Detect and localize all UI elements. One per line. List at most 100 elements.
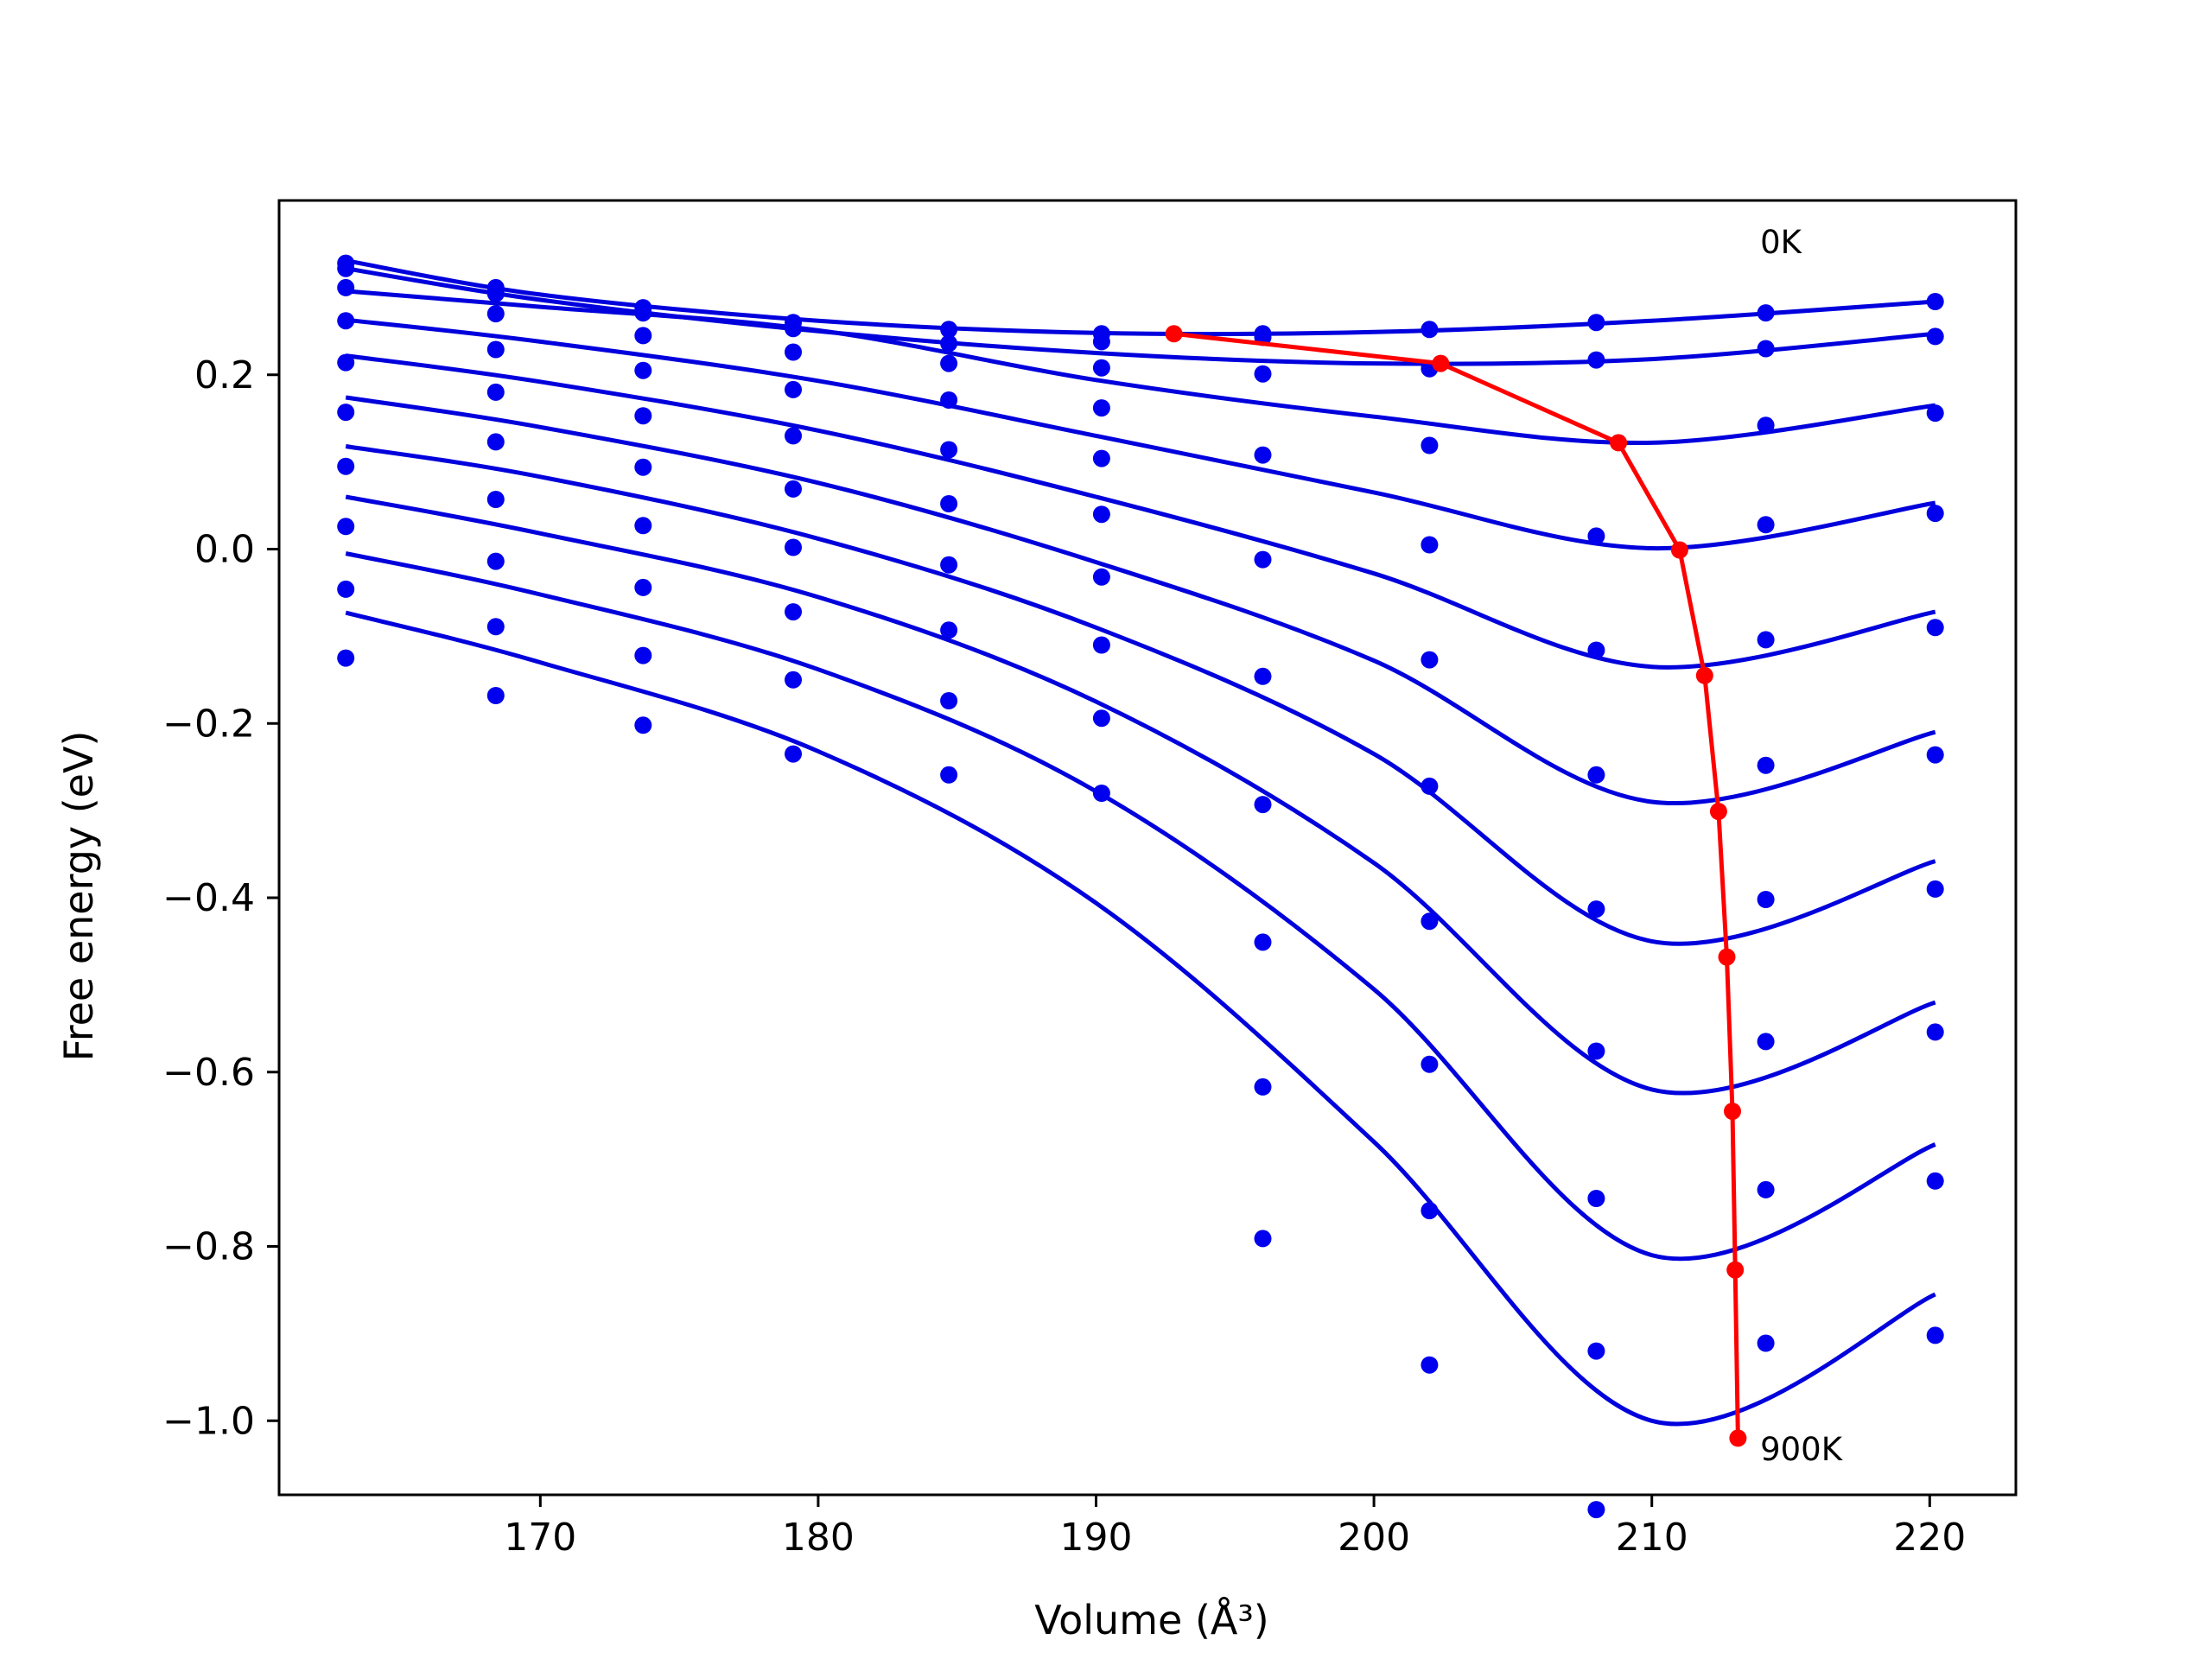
data-point bbox=[1926, 1172, 1944, 1190]
data-point bbox=[940, 354, 958, 372]
data-point bbox=[1757, 1334, 1775, 1352]
y-axis-label: Free energy (eV) bbox=[55, 731, 102, 1062]
data-point bbox=[1421, 1055, 1439, 1073]
x-tick-label: 200 bbox=[1338, 1516, 1410, 1560]
data-point bbox=[1254, 365, 1272, 383]
data-point bbox=[337, 353, 355, 372]
data-point bbox=[337, 580, 355, 598]
data-point bbox=[785, 380, 802, 398]
y-tick-label: 0.2 bbox=[194, 353, 255, 397]
data-point bbox=[1421, 912, 1439, 931]
x-tick-label: 210 bbox=[1616, 1516, 1688, 1560]
y-tick-label: −1.0 bbox=[162, 1399, 255, 1443]
fit-curve-1 bbox=[345, 266, 1936, 366]
data-point bbox=[1926, 1326, 1944, 1344]
data-point bbox=[1092, 359, 1110, 377]
data-point bbox=[1421, 321, 1439, 339]
minimum-point bbox=[1724, 1103, 1741, 1121]
data-point bbox=[1587, 1190, 1605, 1207]
data-point bbox=[1092, 399, 1110, 417]
data-point bbox=[940, 334, 958, 353]
minimum-point bbox=[1695, 666, 1713, 684]
data-point bbox=[486, 433, 505, 451]
data-point bbox=[1092, 333, 1110, 351]
data-point bbox=[940, 621, 958, 639]
y-tick-label: −0.8 bbox=[162, 1225, 255, 1269]
data-point bbox=[634, 407, 652, 425]
data-point bbox=[1421, 1356, 1439, 1374]
data-point bbox=[1757, 416, 1775, 435]
data-point bbox=[1587, 641, 1605, 659]
data-point bbox=[1757, 516, 1775, 534]
data-point bbox=[1092, 709, 1110, 728]
data-point bbox=[1254, 796, 1272, 814]
data-point bbox=[1254, 550, 1272, 569]
data-point bbox=[337, 312, 355, 330]
data-point bbox=[1926, 293, 1944, 310]
data-point bbox=[1587, 1342, 1605, 1360]
fit-curve-7 bbox=[345, 494, 1936, 1096]
data-point bbox=[940, 556, 958, 574]
data-point bbox=[1421, 436, 1439, 454]
data-point bbox=[785, 603, 802, 621]
x-tick-label: 180 bbox=[782, 1516, 855, 1560]
data-point bbox=[940, 441, 958, 459]
data-point bbox=[1926, 880, 1944, 898]
fit-curve-6 bbox=[345, 444, 1936, 946]
fit-curve-2 bbox=[346, 289, 1936, 446]
data-point bbox=[1421, 651, 1439, 669]
data-point bbox=[1926, 746, 1944, 764]
data-point bbox=[785, 745, 802, 763]
y-tick-label: 0.0 bbox=[194, 528, 255, 572]
data-point bbox=[1092, 505, 1110, 524]
data-point bbox=[785, 343, 802, 361]
data-point bbox=[1757, 891, 1775, 908]
data-point bbox=[1587, 1501, 1605, 1519]
data-point bbox=[1092, 568, 1110, 586]
data-point bbox=[940, 391, 958, 409]
data-point bbox=[1421, 1202, 1439, 1220]
fit-curve-4 bbox=[345, 353, 1936, 670]
data-point bbox=[1587, 1042, 1605, 1060]
data-point bbox=[1926, 404, 1944, 423]
data-point bbox=[1757, 1033, 1775, 1051]
axes-layer: 170 180 190 200 210 220 0.2 0.0 −0.2 −0.4 −0.6 −0.8… bbox=[162, 199, 2018, 1560]
data-point bbox=[634, 327, 652, 345]
data-point bbox=[1926, 327, 1944, 346]
data-point bbox=[1421, 536, 1439, 554]
data-point bbox=[486, 284, 505, 302]
data-point bbox=[785, 320, 802, 338]
data-point bbox=[1254, 1077, 1272, 1096]
data-point bbox=[1421, 777, 1439, 795]
fit-curve-8 bbox=[345, 551, 1936, 1262]
minimum-point bbox=[1726, 1261, 1745, 1279]
data-point bbox=[486, 340, 505, 359]
data-point bbox=[486, 383, 505, 401]
data-point bbox=[1926, 619, 1944, 637]
data-point bbox=[940, 495, 958, 512]
data-point bbox=[634, 578, 652, 596]
data-point bbox=[1254, 446, 1272, 464]
data-point bbox=[1587, 900, 1605, 918]
minimum-point bbox=[1670, 541, 1688, 559]
data-point bbox=[486, 305, 505, 323]
fit-curve-3 bbox=[345, 317, 1936, 551]
data-point bbox=[1254, 933, 1272, 951]
data-point bbox=[337, 649, 355, 667]
x-tick-label: 190 bbox=[1060, 1516, 1133, 1560]
data-point bbox=[337, 404, 355, 422]
fit-curve-9 bbox=[345, 610, 1936, 1427]
data-point bbox=[337, 259, 355, 277]
data-point bbox=[634, 517, 652, 535]
minimum-point bbox=[1610, 434, 1628, 452]
data-point bbox=[1587, 766, 1605, 784]
data-point bbox=[486, 552, 505, 570]
data-point bbox=[785, 671, 802, 689]
data-point bbox=[634, 304, 652, 322]
fit-curve-5 bbox=[345, 395, 1936, 805]
data-point bbox=[1587, 314, 1605, 332]
data-point bbox=[634, 716, 652, 734]
data-point bbox=[1092, 785, 1110, 802]
